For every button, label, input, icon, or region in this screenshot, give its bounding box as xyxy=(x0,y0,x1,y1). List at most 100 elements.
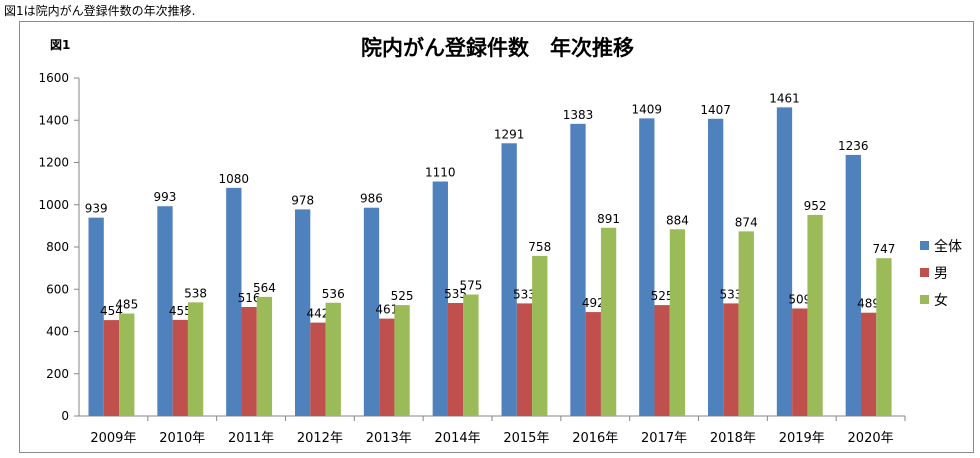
x-tick-label: 2014年 xyxy=(435,431,481,446)
bar-全体 xyxy=(845,154,861,416)
data-label: 533 xyxy=(513,287,536,301)
bar-男 xyxy=(447,302,464,416)
x-tick-label: 2013年 xyxy=(366,431,412,446)
data-label: 533 xyxy=(719,287,742,301)
data-label: 492 xyxy=(582,296,605,310)
data-label: 575 xyxy=(459,279,482,293)
x-tick-label: 2015年 xyxy=(503,431,549,446)
y-tick-label: 1400 xyxy=(38,113,69,127)
chart-title: 院内がん登録件数 年次推移 xyxy=(361,36,634,60)
data-label: 1291 xyxy=(494,127,525,141)
legend-label: 男 xyxy=(934,265,948,282)
chart-legend: 全体男女 xyxy=(920,232,962,313)
y-tick-label: 800 xyxy=(46,240,69,254)
y-tick-label: 1200 xyxy=(38,156,69,170)
bar-男 xyxy=(723,303,739,416)
x-tick-label: 2011年 xyxy=(228,431,274,446)
data-label: 939 xyxy=(85,202,108,216)
chart-plot: 0 200 400 600 800 1000 1200 1400 1600 2009年 939 454… xyxy=(38,71,906,446)
x-tick-label: 2017年 xyxy=(641,431,687,446)
x-tick-label: 2020年 xyxy=(848,431,894,446)
data-label: 525 xyxy=(391,289,414,303)
data-label: 874 xyxy=(735,215,758,229)
x-tick-label: 2016年 xyxy=(572,431,618,446)
data-label: 952 xyxy=(804,199,827,213)
bar-全体 xyxy=(776,107,793,417)
data-label: 986 xyxy=(360,192,383,206)
bar-男 xyxy=(379,318,395,416)
y-tick-label: 200 xyxy=(46,367,69,381)
legend-item: 男 xyxy=(920,259,962,286)
bar-女 xyxy=(532,255,548,416)
data-label: 1407 xyxy=(700,103,731,117)
legend-swatch xyxy=(920,241,929,250)
bar-男 xyxy=(860,312,877,416)
bar-女 xyxy=(669,229,686,416)
bar-全体 xyxy=(157,206,173,416)
x-tick-label: 2019年 xyxy=(779,431,825,446)
bar-全体 xyxy=(295,209,311,416)
y-tick-label: 0 xyxy=(61,409,69,423)
bar-男 xyxy=(103,320,120,416)
data-label: 535 xyxy=(444,287,467,301)
bar-女 xyxy=(738,231,754,416)
data-label: 993 xyxy=(154,190,177,204)
bar-全体 xyxy=(88,217,104,416)
bar-男 xyxy=(792,308,808,416)
bar-女 xyxy=(325,302,341,416)
data-label: 461 xyxy=(375,303,398,317)
data-label: 747 xyxy=(872,242,895,256)
bar-男 xyxy=(172,319,188,416)
data-label: 536 xyxy=(322,287,345,301)
bar-男 xyxy=(241,306,257,416)
bar-全体 xyxy=(226,187,242,416)
y-tick-label: 600 xyxy=(46,282,69,296)
data-label: 1383 xyxy=(563,108,594,122)
bar-女 xyxy=(463,294,479,416)
bar-女 xyxy=(807,214,823,416)
data-label: 1409 xyxy=(632,102,663,116)
figure-caption: 図1は院内がん登録件数の年次推移. xyxy=(4,4,196,18)
y-tick-label: 1000 xyxy=(38,198,69,212)
data-label: 884 xyxy=(666,213,689,227)
bar-全体 xyxy=(363,207,380,416)
data-label: 525 xyxy=(651,289,674,303)
data-label: 454 xyxy=(100,304,123,318)
y-tick-label: 1600 xyxy=(38,71,69,85)
x-tick-label: 2010年 xyxy=(159,431,205,446)
bar-男 xyxy=(654,305,670,416)
bar-全体 xyxy=(639,118,655,416)
bar-全体 xyxy=(432,181,448,416)
data-label: 516 xyxy=(238,291,261,305)
data-label: 891 xyxy=(597,212,620,226)
data-label: 538 xyxy=(184,286,207,300)
data-label: 758 xyxy=(528,240,551,254)
chart-frame: 図1 院内がん登録件数 年次推移 0 200 400 600 800 1000 1200 14… xyxy=(19,21,974,453)
data-label: 485 xyxy=(115,298,138,312)
bar-女 xyxy=(187,302,204,416)
legend-label: 女 xyxy=(934,292,948,309)
data-label: 442 xyxy=(306,307,329,321)
legend-swatch xyxy=(920,295,929,304)
x-tick-label: 2018年 xyxy=(710,431,756,446)
bar-男 xyxy=(516,303,533,416)
data-label: 1461 xyxy=(769,91,800,105)
bar-女 xyxy=(600,227,617,416)
data-label: 489 xyxy=(857,297,880,311)
x-tick-label: 2012年 xyxy=(297,431,343,446)
bar-女 xyxy=(256,296,273,416)
y-tick-label: 400 xyxy=(46,325,69,339)
bar-男 xyxy=(310,322,326,416)
legend-label: 全体 xyxy=(934,238,962,255)
bar-全体 xyxy=(708,118,724,417)
data-label: 455 xyxy=(169,304,192,318)
figure-label: 図1 xyxy=(50,38,71,52)
bar-全体 xyxy=(501,143,517,416)
legend-swatch xyxy=(920,268,929,277)
bar-女 xyxy=(876,258,892,416)
data-label: 1080 xyxy=(219,172,250,186)
data-label: 564 xyxy=(253,281,276,295)
bar-女 xyxy=(394,305,410,416)
data-label: 1110 xyxy=(425,166,456,180)
bar-女 xyxy=(119,313,135,416)
